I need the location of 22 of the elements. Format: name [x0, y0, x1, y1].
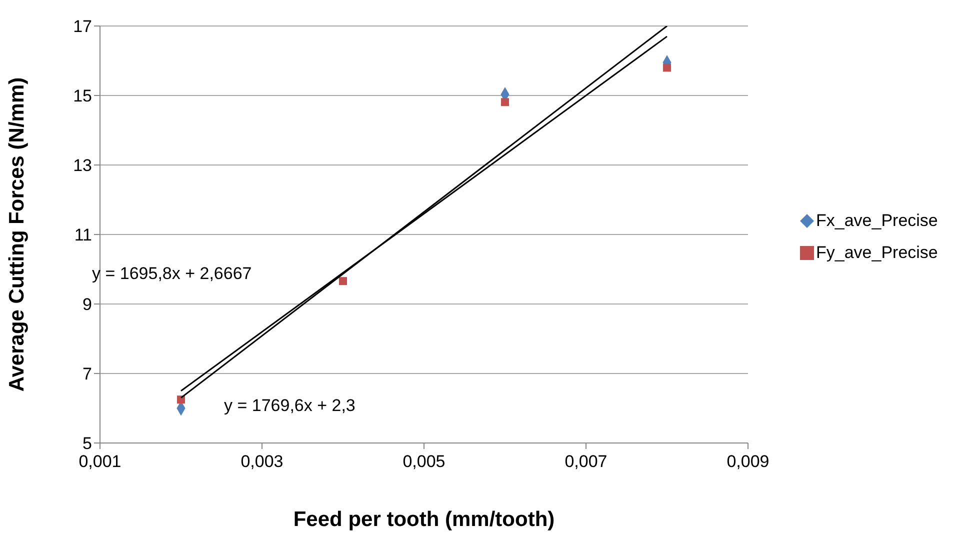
y-tick-label: 11	[74, 226, 92, 245]
point	[501, 98, 509, 106]
x-tick-label: 0,007	[564, 452, 608, 472]
y-tick-label: 17	[73, 17, 92, 36]
y-tick-label: 7	[82, 364, 92, 384]
legend-label: Fy_ave_Precise	[816, 242, 939, 264]
y-axis-title: Average Cutting Forces (N/mm)	[5, 77, 28, 392]
point	[339, 277, 347, 286]
point	[177, 396, 185, 404]
point	[663, 64, 671, 72]
x-tick-label: 0,005	[402, 452, 446, 472]
x-axis-title: Feed per tooth (mm/tooth)	[293, 508, 555, 531]
x-tick-label: 0,003	[240, 452, 284, 472]
y-tick-label: 15	[73, 86, 92, 106]
annotation: y = 1769,6x + 2,3	[224, 396, 356, 416]
x-tick-label: 0,001	[78, 452, 122, 472]
x-tick-label: 0,009	[726, 452, 770, 472]
y-tick-label: 5	[82, 434, 92, 454]
y-tick-label: 9	[82, 295, 92, 314]
y-tick-label: 13	[73, 156, 92, 176]
legend-label: Fx_ave_Precise	[816, 210, 939, 232]
annotation: y = 1695,8x + 2,6667	[92, 264, 252, 284]
